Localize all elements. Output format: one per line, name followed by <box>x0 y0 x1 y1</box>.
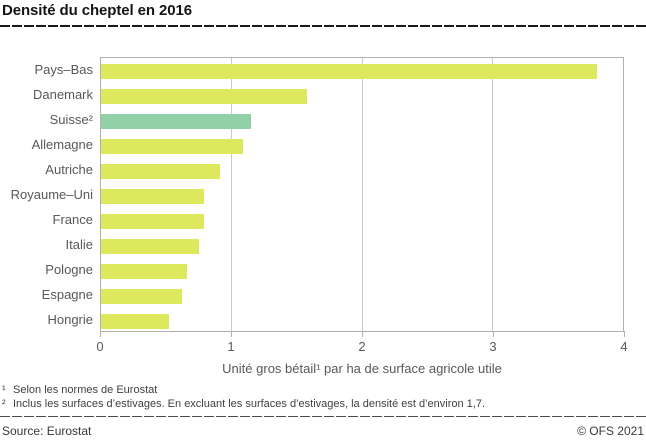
category-label-pologne: Pologne <box>45 262 93 277</box>
gridline-x-1 <box>231 58 232 331</box>
axis-tick-1 <box>230 331 232 337</box>
bar-row-pologne <box>101 258 623 283</box>
page-title: Densité du cheptel en 2016 <box>2 2 192 19</box>
x-axis-tick-labels: 0 1 2 3 4 <box>96 339 628 354</box>
axis-tick-4 <box>623 331 625 337</box>
category-label-france: France <box>52 212 93 227</box>
bar-pays-bas <box>101 64 597 79</box>
bar-row-suisse <box>101 108 623 133</box>
source-text: Source: Eurostat <box>2 424 92 438</box>
x-axis-label: Unité gros bétail¹ par ha de surface agr… <box>222 361 502 376</box>
bar-row-danemark <box>101 83 623 108</box>
bar-espagne <box>101 289 182 304</box>
category-label-danemark: Danemark <box>33 87 93 102</box>
category-label-espagne: Espagne <box>41 287 93 302</box>
bar-row-royaume-uni <box>101 183 623 208</box>
category-label-autriche: Autriche <box>45 162 93 177</box>
category-label-suisse: Suisse² <box>49 112 93 127</box>
bar-row-autriche <box>101 158 623 183</box>
copyright-text: © OFS 2021 <box>577 424 644 438</box>
bar-danemark <box>101 89 308 104</box>
footnote-1-text: Selon les normes de Eurostat <box>13 384 158 396</box>
footnote-1: ¹ Selon les normes de Eurostat <box>2 384 642 398</box>
bar-suisse <box>101 114 252 129</box>
bar-pologne <box>101 264 188 279</box>
footnote-2-marker: ² <box>2 397 6 410</box>
bar-row-hongrie <box>101 308 623 333</box>
category-label-italie: Italie <box>65 237 93 252</box>
tick-label-2: 2 <box>358 339 366 354</box>
title-divider <box>0 25 646 27</box>
footer: Source: Eurostat © OFS 2021 <box>2 424 644 438</box>
category-labels: Pays–Bas Danemark Suisse² Allemagne Autriche… <box>0 57 93 332</box>
axis-tick-3 <box>492 331 494 337</box>
tick-label-3: 3 <box>489 339 497 354</box>
bar-row-france <box>101 208 623 233</box>
bar-row-italie <box>101 233 623 258</box>
tick-label-4: 4 <box>620 339 628 354</box>
footnote-2-text: Inclus les surfaces d’estivages. En excl… <box>13 397 486 410</box>
bar-royaume-uni <box>101 189 205 204</box>
bar-hongrie <box>101 314 169 329</box>
category-label-pays-bas: Pays–Bas <box>34 62 93 77</box>
category-label-royaume-uni: Royaume–Uni <box>10 187 93 202</box>
bar-row-allemagne <box>101 133 623 158</box>
footnote-1-marker: ¹ <box>2 384 6 396</box>
tick-label-1: 1 <box>227 339 235 354</box>
footer-divider <box>0 416 646 417</box>
bar-row-pays-bas <box>101 58 623 83</box>
bar-autriche <box>101 164 220 179</box>
plot-area <box>100 57 624 332</box>
gridline-x-2 <box>361 58 363 331</box>
tick-label-0: 0 <box>96 339 104 354</box>
bar-france <box>101 214 205 229</box>
gridline-x-3 <box>492 58 493 331</box>
bar-allemagne <box>101 139 244 154</box>
bar-italie <box>101 239 199 254</box>
category-label-hongrie: Hongrie <box>47 312 93 327</box>
x-axis-ticks <box>99 331 625 337</box>
bar-row-espagne <box>101 283 623 308</box>
axis-tick-2 <box>361 331 363 337</box>
footnote-2: ² Inclus les surfaces d’estivages. En ex… <box>2 398 642 412</box>
category-label-allemagne: Allemagne <box>31 137 93 152</box>
axis-tick-0 <box>99 331 101 337</box>
footnotes: ¹ Selon les normes de Eurostat ² Inclus … <box>2 384 642 411</box>
